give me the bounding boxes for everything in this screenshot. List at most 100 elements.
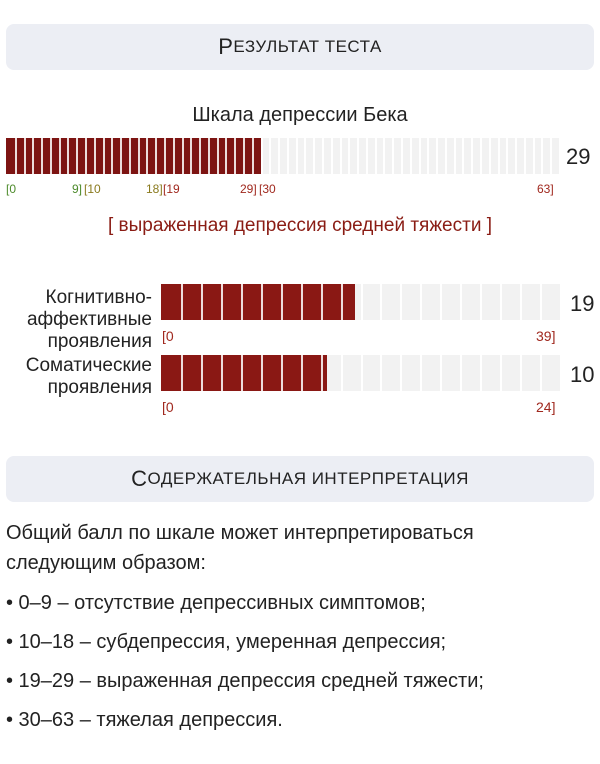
bar-segment-divider <box>201 284 203 320</box>
bar-segment-divider <box>301 355 303 391</box>
bar-segment-divider <box>533 138 535 174</box>
subscale-2-value: 10 <box>570 362 595 387</box>
bar-segment-divider <box>181 284 183 320</box>
main-scale-value: 29 <box>566 144 591 169</box>
bar-segment-divider <box>24 138 26 174</box>
bar-segment-divider <box>471 138 473 174</box>
bar-segment-divider <box>541 138 543 174</box>
bar-segment-divider <box>41 138 43 174</box>
subscale-2-label-line: проявления <box>47 377 152 398</box>
subscale-2-bar <box>161 355 560 391</box>
bar-segment-divider <box>59 138 61 174</box>
bar-segment-divider <box>440 284 442 320</box>
bar-segment-divider <box>221 355 223 391</box>
bar-segment-divider <box>460 355 462 391</box>
bar-segment-divider <box>201 355 203 391</box>
bar-segment-divider <box>181 355 183 391</box>
result-header-rest: езультат теста <box>233 37 382 56</box>
subscale-1-min-label: [0 <box>162 328 174 344</box>
bar-segment-divider <box>462 138 464 174</box>
subscale-2-min-label: [0 <box>162 399 174 415</box>
bar-segment-divider <box>489 138 491 174</box>
bar-segment-divider <box>221 284 223 320</box>
bar-segment-divider <box>361 355 363 391</box>
bar-segment-divider <box>331 138 333 174</box>
bar-segment-divider <box>500 284 502 320</box>
subscale-1-label: Когнитивно- аффективные проявления <box>27 287 152 353</box>
bar-segment-divider <box>380 284 382 320</box>
bar-segment-divider <box>540 284 542 320</box>
tick-10: [10 <box>84 182 101 196</box>
bar-segment-divider <box>76 138 78 174</box>
bar-segment-divider <box>401 138 403 174</box>
tick-29: 29] <box>240 182 257 196</box>
interpretation-section-header: Содержательная интерпретация <box>6 456 594 502</box>
bar-segment-divider <box>261 355 263 391</box>
subscale-1-label-line: аффективные <box>26 309 152 330</box>
bar-segment-divider <box>241 284 243 320</box>
tick-9: 9] <box>72 182 83 196</box>
bar-segment-divider <box>287 138 289 174</box>
bar-segment-divider <box>103 138 105 174</box>
subscale-2-label-line: Соматические <box>25 355 152 376</box>
bar-segment-divider <box>400 355 402 391</box>
bar-segment-divider <box>281 284 283 320</box>
subscale-1-bar <box>161 284 560 320</box>
bar-segment-divider <box>340 138 342 174</box>
result-section-header: Результат теста <box>6 24 594 70</box>
bar-segment-divider <box>120 138 122 174</box>
bar-segment-divider <box>366 138 368 174</box>
bar-segment-divider <box>357 138 359 174</box>
bar-segment-divider <box>138 138 140 174</box>
subscale-1-max-label: 39] <box>536 328 556 344</box>
bar-segment-divider <box>550 138 552 174</box>
bar-segment-divider <box>261 138 263 174</box>
bar-segment-divider <box>410 138 412 174</box>
interp-header-rest: одержательная интерпретация <box>147 469 469 488</box>
bar-segment-divider <box>129 138 131 174</box>
bar-segment-divider <box>380 355 382 391</box>
bar-segment-divider <box>199 138 201 174</box>
bar-segment-divider <box>480 284 482 320</box>
bar-segment-divider <box>321 284 323 320</box>
bar-segment-divider <box>524 138 526 174</box>
interpretation-item: • 10–18 – субдепрессия, умеренная депрес… <box>6 631 447 653</box>
tick-63: 63] <box>537 182 554 196</box>
subscale-2-max-label: 24] <box>536 399 556 415</box>
bar-segment-divider <box>313 138 315 174</box>
bar-segment-divider <box>50 138 52 174</box>
tick-30: [30 <box>259 182 276 196</box>
bar-segment-divider <box>225 138 227 174</box>
bar-segment-divider <box>278 138 280 174</box>
bar-segment-divider <box>85 138 87 174</box>
main-scale-title: Шкала депрессии Бека <box>192 104 408 126</box>
interpretation-item: • 0–9 – отсутствие депрессивных симптомо… <box>6 592 426 614</box>
tick-0: [0 <box>6 182 17 196</box>
interp-header-initial: С <box>131 466 148 491</box>
bar-segment-divider <box>281 355 283 391</box>
bar-segment-divider <box>375 138 377 174</box>
bar-segment-divider <box>436 138 438 174</box>
result-header-initial: Р <box>218 34 234 59</box>
bar-segment-divider <box>261 284 263 320</box>
bar-segment-divider <box>419 138 421 174</box>
bar-segment-divider <box>67 138 69 174</box>
bar-segment-divider <box>427 138 429 174</box>
subscale-2-bar-fill <box>161 355 327 391</box>
bar-segment-divider <box>269 138 271 174</box>
bar-segment-divider <box>420 284 422 320</box>
subscale-1-bar-fill <box>161 284 355 320</box>
bar-segment-divider <box>190 138 192 174</box>
bar-segment-divider <box>400 284 402 320</box>
main-scale-bar-fill <box>6 138 261 174</box>
bar-segment-divider <box>500 355 502 391</box>
bar-segment-divider <box>155 138 157 174</box>
interpretation-intro: Общий балл по шкале может интерпретирова… <box>6 522 474 574</box>
bar-segment-divider <box>146 138 148 174</box>
bar-segment-divider <box>341 355 343 391</box>
main-scale-result: [ выраженная депрессия средней тяжести ] <box>108 215 492 236</box>
bar-segment-divider <box>32 138 34 174</box>
bar-segment-divider <box>94 138 96 174</box>
subscale-1-value: 19 <box>570 291 595 316</box>
bar-segment-divider <box>445 138 447 174</box>
